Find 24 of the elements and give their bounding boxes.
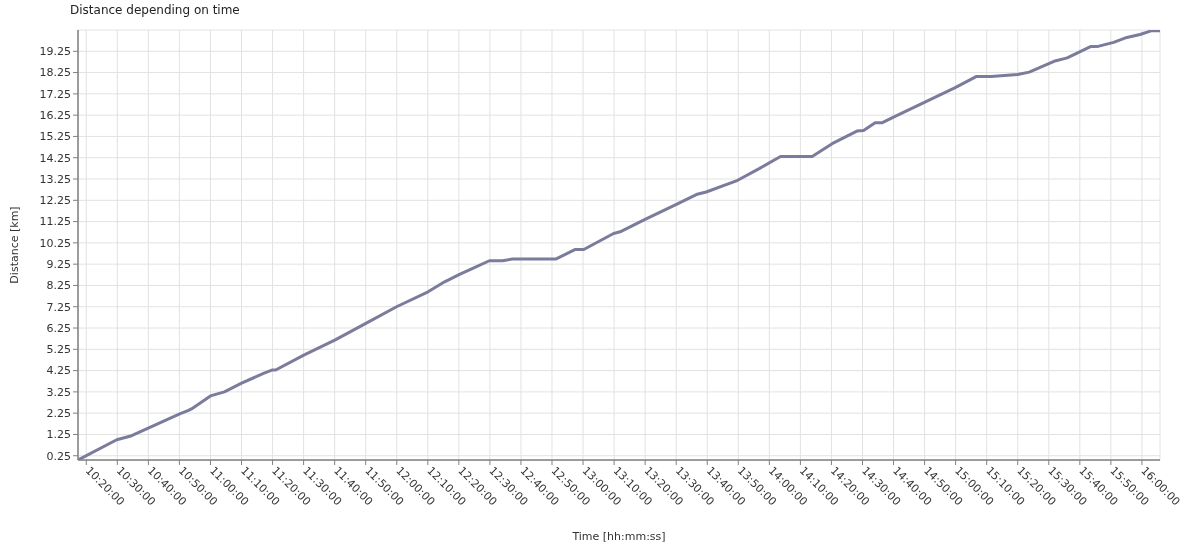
y-axis-title: Distance [km]: [7, 206, 21, 284]
y-tick-label: 8.25: [46, 279, 71, 293]
y-tick-label: 13.25: [39, 172, 71, 186]
y-tick-label: 16.25: [39, 109, 71, 123]
y-tick-label: 9.25: [46, 258, 71, 272]
y-tick-label: 6.25: [46, 321, 71, 335]
y-tick-label: 7.25: [46, 300, 71, 314]
y-tick-label: 18.25: [39, 66, 71, 80]
y-tick-label: 0.25: [46, 449, 71, 463]
y-tick-label: 11.25: [39, 215, 71, 229]
chart-title: Distance depending on time: [70, 3, 240, 17]
y-tick-label: 3.25: [46, 385, 71, 399]
y-tick-label: 4.25: [46, 364, 71, 378]
y-tick-label: 12.25: [39, 194, 71, 208]
y-tick-label: 2.25: [46, 407, 71, 421]
y-tick-label: 10.25: [39, 236, 71, 250]
y-tick-label: 15.25: [39, 130, 71, 144]
line-series: [78, 30, 1160, 460]
y-tick-label: 1.25: [46, 428, 71, 442]
y-tick-label: 19.25: [39, 45, 71, 59]
y-tick-label: 14.25: [39, 151, 71, 165]
x-axis-title: Time [hh:mm:ss]: [571, 530, 666, 543]
y-tick-label: 17.25: [39, 87, 71, 101]
y-tick-label: 5.25: [46, 343, 71, 357]
